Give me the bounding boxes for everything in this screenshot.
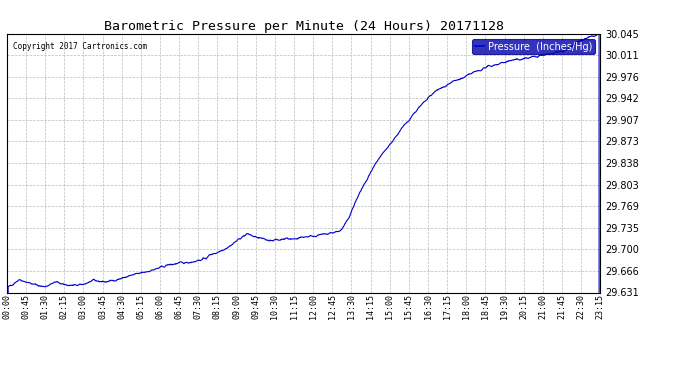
Legend: Pressure  (Inches/Hg): Pressure (Inches/Hg) [472, 39, 595, 54]
Title: Barometric Pressure per Minute (24 Hours) 20171128: Barometric Pressure per Minute (24 Hours… [104, 20, 504, 33]
Text: Copyright 2017 Cartronics.com: Copyright 2017 Cartronics.com [13, 42, 147, 51]
